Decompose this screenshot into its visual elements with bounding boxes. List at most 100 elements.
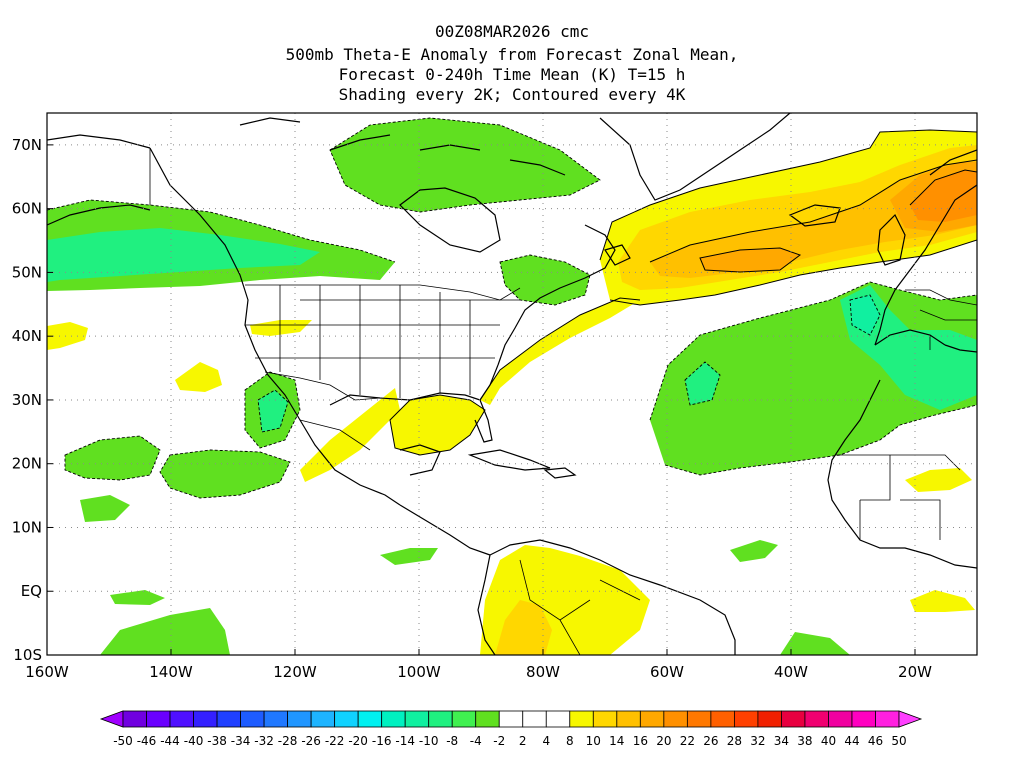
tropical-pacific-negative-anomaly-1 [65, 436, 160, 480]
contour-north-atlantic-core [699, 247, 802, 273]
contour-mid-atlantic-inner [684, 361, 721, 406]
colorbar-swatch [710, 710, 735, 728]
colorbar-label: -14 [395, 734, 415, 748]
colorbar-swatch [404, 710, 430, 728]
newfoundland [604, 244, 631, 266]
south-america-west [477, 554, 496, 655]
contour-gulf-of-mexico [389, 394, 486, 456]
colorbar-label: -8 [446, 734, 458, 748]
colorbar-swatch [240, 710, 265, 728]
north-america-west-coast [149, 147, 401, 506]
gulf-of-guinea-positive-anomaly [910, 590, 975, 612]
contour-canadian-arctic [329, 117, 601, 213]
colorbar-swatch [781, 710, 806, 728]
contour-baja-inner [257, 389, 289, 433]
colorbar-swatch [310, 710, 336, 728]
colorbar-swatch [122, 710, 147, 728]
greenland [599, 113, 791, 201]
colorbar-swatch [569, 710, 594, 728]
colorbar-swatch [639, 710, 665, 728]
contour-gulf-stream [479, 297, 641, 401]
colorbar-label: 10 [586, 734, 601, 748]
colorbar-label: -44 [160, 734, 180, 748]
southwest-us-positive-anomaly-1 [175, 362, 222, 392]
longitude-axis-labels: 160W140W120W100W80W60W40W20W0 [25, 663, 932, 681]
colorbar-swatch [851, 710, 876, 728]
south-america-coast [489, 539, 736, 655]
north-pacific-core-anomaly [47, 228, 320, 282]
yucatan [399, 444, 441, 476]
map-title-line-2: 500mb Theta-E Anomaly from Forecast Zona… [285, 45, 739, 64]
hispaniola [543, 467, 577, 479]
southwest-us-positive-anomaly-2 [250, 320, 312, 336]
colorbar-label: 20 [656, 734, 671, 748]
equatorial-pacific-negative-anomaly-2 [100, 608, 230, 655]
map-title-line-3: Forecast 0-240h Time Mean (K) T=15 h [338, 65, 686, 84]
colorbar-swatch [475, 710, 500, 728]
positive-contours [389, 129, 977, 456]
europe-coast [874, 184, 977, 346]
colorbar-label: -38 [207, 734, 227, 748]
colorbar-label: -10 [419, 734, 439, 748]
lon-label: 40W [774, 663, 808, 681]
baja-core-anomaly [258, 390, 288, 432]
us-mexico-border [264, 371, 381, 401]
iberia [874, 329, 946, 346]
colorbar-swatch [875, 710, 900, 728]
colorbar-label: 16 [633, 734, 648, 748]
europe-borders [905, 289, 977, 350]
colorbar-swatch [545, 710, 571, 728]
lat-label: 50N [12, 263, 42, 281]
africa-borders [835, 454, 961, 540]
colorbar-swatch [498, 710, 524, 728]
azores-core-anomaly [850, 295, 880, 335]
colorbar-swatch [686, 710, 712, 728]
lat-label: EQ [21, 582, 42, 600]
south-america-borders [519, 559, 641, 655]
contour-tropical-pacific-1 [64, 435, 161, 481]
contour-central-atlantic [649, 281, 977, 421]
lat-label: 30N [12, 391, 42, 409]
lat-label: 70N [12, 136, 42, 154]
colorbar-swatch [357, 710, 383, 728]
lon-label: 20W [898, 663, 932, 681]
british-isles [877, 213, 906, 266]
lon-label: 140W [149, 663, 193, 681]
contour-north-atlantic-outer [599, 129, 977, 261]
colorbar-swatch [592, 710, 618, 728]
lat-label: 20N [12, 455, 42, 473]
colorbar-label: -20 [348, 734, 368, 748]
political-borders [149, 148, 977, 655]
colorbar-label: 46 [868, 734, 883, 748]
equatorial-pacific-negative-anomaly-1 [110, 590, 165, 605]
colorbar-label: 38 [797, 734, 812, 748]
west-africa-positive-anomaly [905, 468, 972, 492]
colorbar-over-arrow [898, 710, 923, 728]
lat-label: 60N [12, 200, 42, 218]
colorbar-swatch [733, 710, 759, 728]
map-title-line-1: 00Z08MAR2026 cmc [434, 22, 590, 41]
tropical-pacific-negative-anomaly-3 [80, 495, 130, 522]
lon-label: 100W [397, 663, 441, 681]
map-frame [46, 112, 978, 656]
east-pacific-positive-anomaly [47, 322, 88, 350]
great-lakes-negative-anomaly [500, 255, 590, 305]
colorbar-label: 4 [542, 734, 550, 748]
colorbar-swatch [757, 710, 782, 728]
colorbar-swatch [193, 710, 218, 728]
tropical-pacific-negative-anomaly-2 [160, 450, 290, 498]
colorbar-label: 8 [566, 734, 574, 748]
contour-north-atlantic-inner [649, 159, 977, 263]
colorbar-label: 14 [609, 734, 624, 748]
south-atlantic-negative-anomaly [780, 632, 850, 655]
colorbar-label: 2 [519, 734, 527, 748]
colorbar-swatch [451, 710, 477, 728]
colorbar-swatch [263, 710, 289, 728]
colorbar-label: 34 [774, 734, 789, 748]
lat-label: 10N [12, 518, 42, 536]
lon-label: 160W [25, 663, 69, 681]
mexico-states [299, 419, 371, 451]
colorbar-swatch [146, 710, 171, 728]
colorbar-swatch [804, 710, 829, 728]
